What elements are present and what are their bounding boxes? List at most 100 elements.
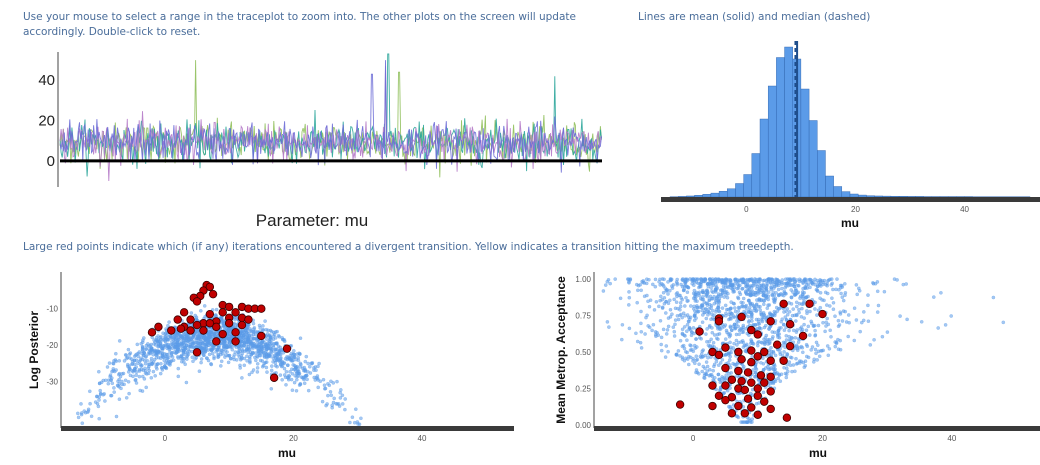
acceptance-point: [750, 315, 754, 320]
acceptance-point: [664, 344, 669, 348]
acceptance-point: [755, 360, 759, 364]
acceptance-point: [720, 306, 725, 310]
acceptance-point: [627, 290, 631, 294]
log-posterior-point: [343, 397, 348, 401]
acceptance-point: [843, 281, 847, 286]
acceptance-point: [816, 323, 821, 328]
acceptance-point: [819, 348, 823, 353]
acceptance-point: [780, 286, 784, 291]
log-posterior-point: [278, 373, 283, 377]
acceptance-point: [787, 360, 792, 364]
acceptance-point: [696, 291, 701, 296]
acceptance-point: [675, 277, 680, 282]
acceptance-point: [808, 309, 812, 314]
acceptance-point: [1001, 320, 1006, 325]
acceptance-point: [757, 297, 762, 301]
acceptance-point: [664, 311, 668, 315]
acceptance-point: [751, 342, 756, 346]
acceptance-ytick-label: 1.00: [575, 275, 591, 284]
acceptance-point: [796, 340, 801, 344]
acceptance-point: [712, 301, 717, 306]
acceptance-point: [672, 329, 677, 334]
acceptance-point: [721, 284, 726, 289]
acceptance-point: [627, 326, 632, 331]
acceptance-point: [694, 337, 698, 341]
log-posterior-point: [122, 359, 127, 363]
acceptance-point: [773, 353, 778, 358]
acceptance-point: [759, 340, 764, 345]
acceptance-point: [806, 282, 811, 287]
acceptance-point: [772, 330, 777, 335]
acceptance-point: [706, 343, 711, 348]
acceptance-point: [674, 352, 679, 357]
acceptance-point: [687, 319, 691, 324]
acceptance-point: [729, 306, 733, 311]
acceptance-point: [764, 339, 768, 344]
acceptance-point: [761, 390, 766, 395]
acceptance-point: [730, 311, 734, 316]
acceptance-point: [821, 282, 825, 287]
divergent-point: [785, 320, 795, 329]
acceptance-point: [738, 292, 743, 297]
divergent-point: [766, 317, 775, 326]
acceptance-point: [790, 369, 794, 374]
acceptance-point: [727, 358, 732, 362]
acceptance-point: [701, 305, 705, 310]
acceptance-point: [814, 340, 819, 345]
acceptance-point: [875, 289, 880, 294]
acceptance-point: [753, 370, 758, 375]
acceptance-point: [653, 284, 658, 289]
acceptance-point: [831, 307, 836, 312]
divergent-point: [753, 352, 762, 361]
acceptance-point: [815, 288, 820, 293]
divergent-point: [708, 381, 717, 390]
acceptance-point: [652, 308, 657, 312]
divergent-point: [743, 368, 753, 377]
acceptance-point: [866, 303, 870, 308]
acceptance-point: [802, 365, 807, 370]
acceptance-point: [784, 333, 789, 338]
acceptance-point: [854, 318, 859, 322]
log-posterior-point: [247, 372, 252, 377]
divergent-point: [782, 413, 792, 422]
acceptance-point: [740, 286, 745, 291]
acceptance-point: [711, 290, 715, 295]
acceptance-point: [735, 286, 740, 291]
log-posterior-point: [89, 414, 94, 419]
acceptance-point: [762, 313, 767, 318]
acceptance-point: [705, 339, 709, 344]
acceptance-point: [857, 288, 862, 293]
acceptance-point: [783, 277, 788, 282]
divergent-point: [779, 299, 788, 309]
acceptance-point: [846, 313, 851, 317]
acceptance-point: [678, 301, 683, 305]
acceptance-point: [815, 358, 820, 362]
acceptance-point: [702, 373, 707, 378]
acceptance-xlabel: mu: [809, 446, 827, 460]
acceptance-point: [818, 296, 822, 301]
log-posterior-point: [320, 399, 325, 404]
acceptance-point: [777, 281, 781, 286]
acceptance-point: [680, 297, 685, 302]
acceptance-point: [727, 317, 731, 322]
acceptance-point: [777, 335, 782, 340]
log-posterior-point: [124, 395, 129, 400]
traceplot-instructions: Use your mouse to select a range in the …: [23, 11, 576, 38]
divergent-point: [737, 312, 746, 322]
divergent-point: [734, 347, 743, 357]
acceptance-point: [776, 328, 781, 333]
acceptance-point: [750, 319, 754, 323]
acceptance-point: [707, 325, 712, 329]
acceptance-point: [789, 302, 794, 306]
acceptance-point: [735, 343, 739, 347]
acceptance-point: [772, 284, 777, 289]
acceptance-ytick-label: 0.25: [575, 385, 591, 394]
acceptance-point: [790, 336, 795, 341]
acceptance-point: [724, 280, 728, 284]
histogram-x-axis-bar: [661, 197, 1040, 202]
acceptance-point: [795, 304, 799, 309]
